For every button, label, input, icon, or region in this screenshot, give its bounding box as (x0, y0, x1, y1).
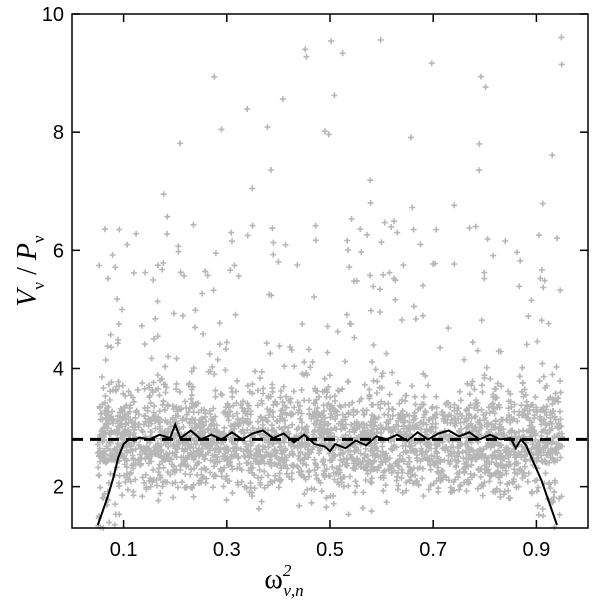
y-tick-label: 4 (53, 358, 64, 380)
mean-curve (96, 421, 558, 526)
y-tick-label: 10 (42, 4, 64, 26)
y-tick-label: 2 (53, 477, 64, 499)
x-tick-label: 0.7 (419, 539, 447, 561)
x-tick-label: 0.1 (110, 539, 138, 561)
y-tick-label: 6 (53, 240, 64, 262)
y-axis-label-num-sub: ν (29, 282, 48, 290)
scatter-points (94, 34, 566, 531)
x-axis-label-base: ω (264, 564, 282, 595)
y-axis: 2 4 6 8 10 (42, 4, 588, 499)
x-tick-label: 0.5 (316, 539, 344, 561)
x-axis: 0.1 0.3 0.5 0.7 0.9 (110, 14, 550, 561)
y-tick-label: 8 (53, 122, 64, 144)
x-tick-label: 0.3 (213, 539, 241, 561)
y-axis-label-den: P (12, 243, 43, 261)
y-axis-label-den-sub: ν (29, 235, 48, 243)
y-axis-label-sep: / (12, 260, 43, 282)
x-tick-label: 0.9 (522, 539, 550, 561)
x-axis-label: ω2 ν,n (264, 561, 303, 600)
scatter-point-cloud (94, 34, 566, 531)
x-axis-label-sup: 2 (283, 561, 292, 580)
y-axis-label-num: V (12, 287, 43, 307)
y-axis-label: Vν / Pν (12, 235, 48, 307)
x-axis-label-sub: ν,n (283, 581, 303, 600)
